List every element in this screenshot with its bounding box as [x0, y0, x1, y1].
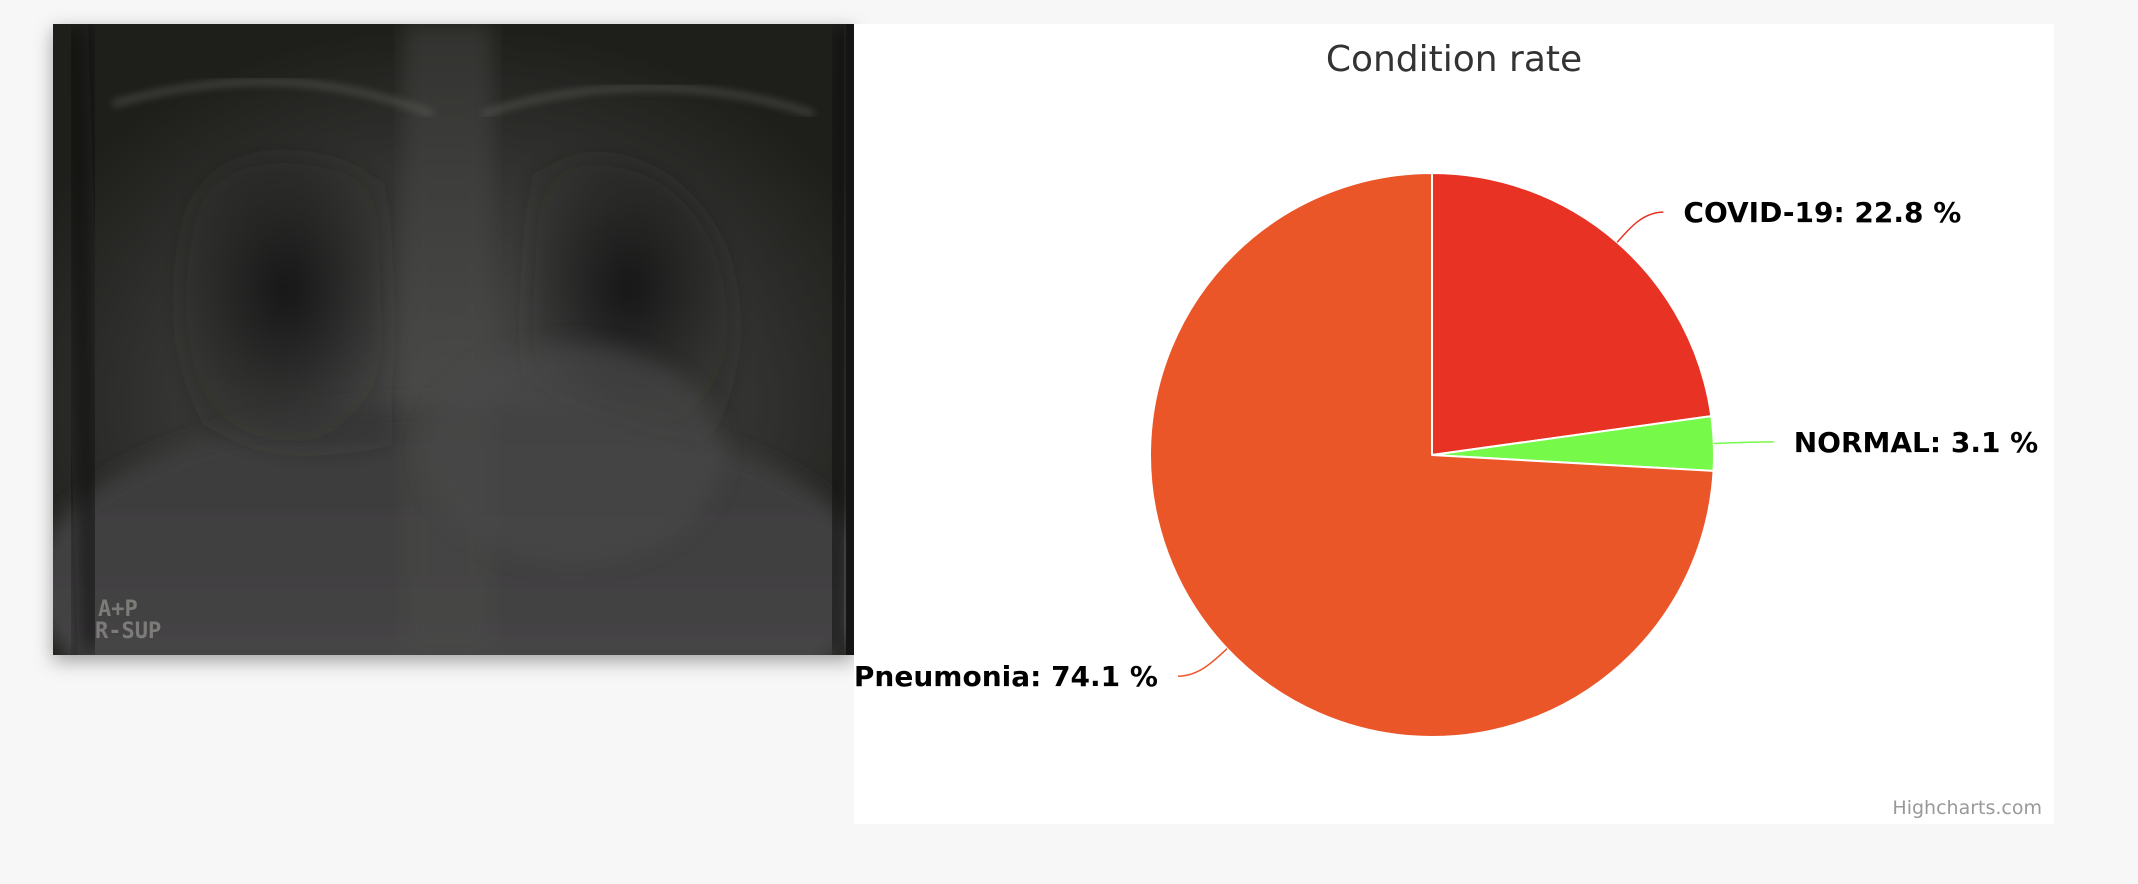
pie-label-pneumonia: Pneumonia: 74.1 % [854, 660, 1158, 693]
pie-connector-normal [1713, 441, 1774, 445]
xray-marker-ap: A+P [98, 597, 138, 622]
pie-label-covid-19: COVID-19: 22.8 % [1683, 196, 1961, 229]
pie-slices [1149, 172, 1715, 738]
chest-xray-image: A+P R-SUP [53, 24, 854, 655]
pie-connector-covid-19 [1616, 211, 1664, 243]
chart-title: Condition rate [1326, 39, 1582, 80]
pie-connectors [1177, 211, 1774, 677]
highcharts-credits-link[interactable]: Highcharts.com [1892, 797, 2042, 819]
pie-slice-covid-19[interactable] [1431, 172, 1713, 456]
pie-labels: COVID-19: 22.8 % NORMAL: 3.1 % Pneumonia: … [854, 196, 2038, 693]
pie-chart-panel: Condition rate COVID-19: 22.8 % NORMAL: 3… [854, 24, 2054, 824]
pie-chart: Condition rate COVID-19: 22.8 % NORMAL: 3… [854, 39, 2042, 819]
pie-connector-pneumonia [1177, 648, 1228, 677]
xray-marker-rsup: R-SUP [95, 619, 161, 644]
pie-label-normal: NORMAL: 3.1 % [1794, 426, 2039, 459]
